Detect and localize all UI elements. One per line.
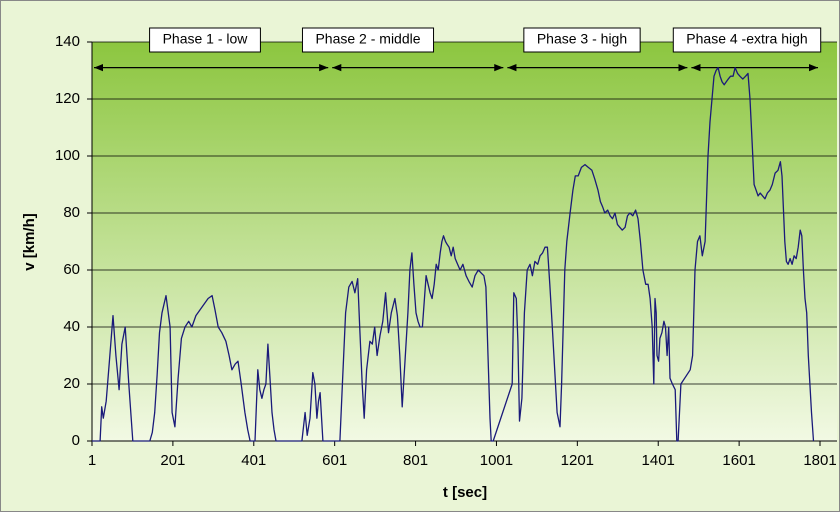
x-tick-label: 401 [241, 452, 266, 469]
y-tick-label: 0 [72, 432, 80, 449]
y-tick-label: 80 [63, 204, 80, 221]
phase-label: Phase 4 -extra high [686, 31, 807, 47]
phase-label: Phase 1 - low [163, 31, 249, 47]
y-tick-label: 120 [55, 90, 80, 107]
y-tick-label: 60 [63, 261, 80, 278]
y-tick-label: 20 [63, 375, 80, 392]
phase-label: Phase 2 - middle [315, 31, 420, 47]
x-tick-label: 1601 [722, 452, 755, 469]
x-axis-label: t [sec] [443, 484, 487, 501]
y-tick-label: 140 [55, 33, 80, 50]
phase-label: Phase 3 - high [537, 31, 627, 47]
x-tick-label: 1801 [803, 452, 836, 469]
x-tick-label: 601 [322, 452, 347, 469]
speed-line [92, 66, 815, 442]
phase-box [672, 27, 822, 53]
x-tick-label: 1201 [561, 452, 594, 469]
x-tick-label: 1 [88, 452, 96, 469]
phase-box [523, 27, 641, 53]
y-tick-label: 100 [55, 147, 80, 164]
y-tick-label: 40 [63, 318, 80, 335]
phase-box [301, 27, 435, 53]
x-tick-label: 1401 [642, 452, 675, 469]
plot-area [92, 42, 837, 441]
x-tick-label: 201 [160, 452, 185, 469]
x-tick-label: 1001 [480, 452, 513, 469]
phase-box [149, 27, 261, 53]
y-axis-label: v [km/h] [21, 213, 38, 271]
x-tick-label: 801 [403, 452, 428, 469]
